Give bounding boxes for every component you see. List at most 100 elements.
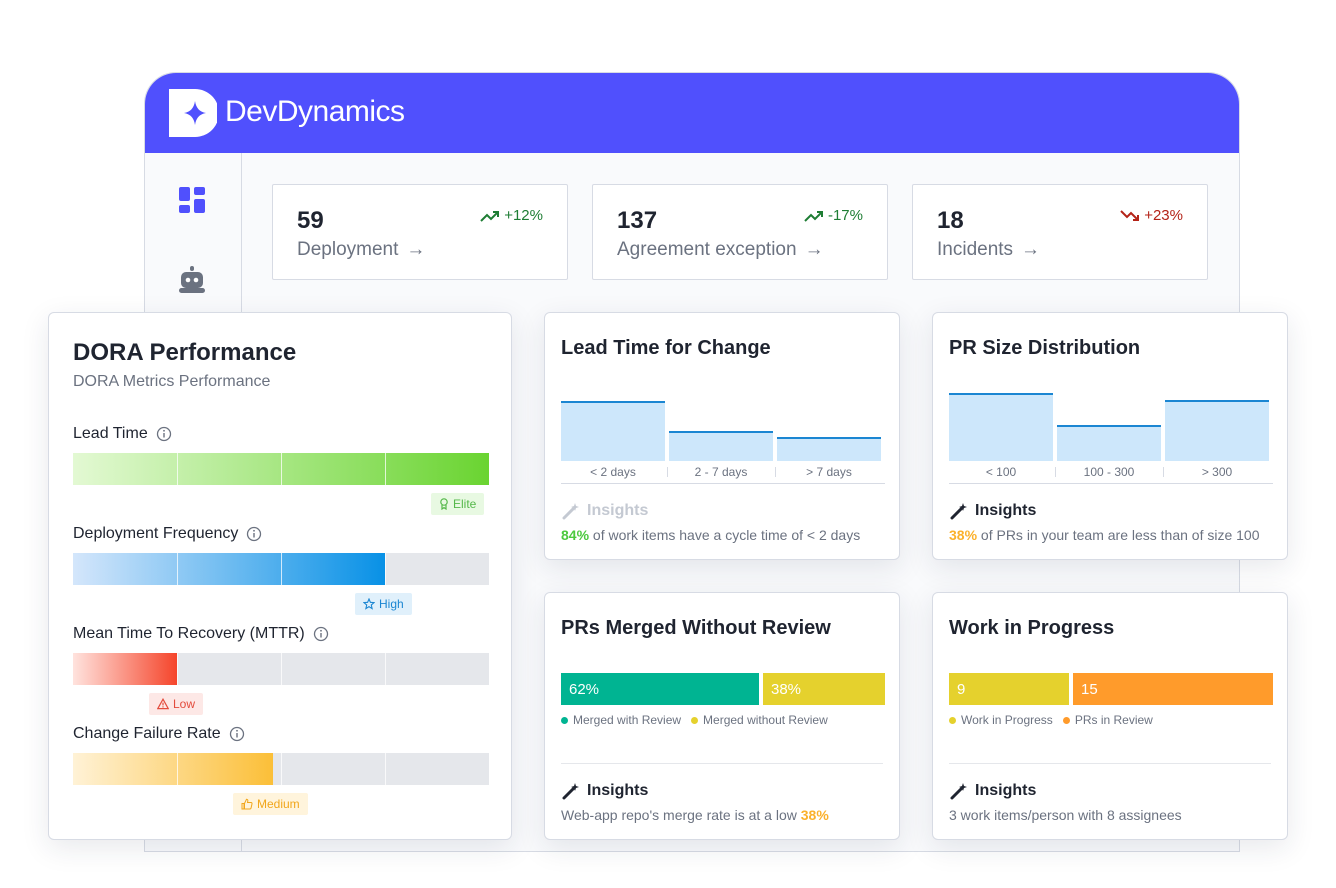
- split-bar-segment[interactable]: 38%: [763, 673, 885, 705]
- legend: Work in Progress PRs in Review: [949, 713, 1153, 727]
- stat-trend: +12%: [480, 207, 543, 224]
- bar-divider: [281, 553, 282, 585]
- bar-divider: [177, 553, 178, 585]
- dora-title: DORA Performance: [73, 339, 297, 366]
- magic-wand-icon: [562, 783, 579, 800]
- legend: Merged with Review Merged without Review: [561, 713, 828, 727]
- metric-label-text: Deployment Frequency: [73, 525, 239, 542]
- trend-down-icon: [1120, 209, 1140, 221]
- bar-divider: [385, 753, 386, 785]
- x-tick-label: < 2 days: [590, 465, 636, 479]
- legend-label: Merged without Review: [703, 713, 828, 727]
- devdynamics-logo-icon[interactable]: [169, 89, 217, 137]
- legend-item: Merged with Review: [561, 713, 681, 727]
- info-icon[interactable]: [156, 426, 172, 442]
- metric-bar: [73, 553, 489, 585]
- x-axis-line: [561, 483, 885, 484]
- chart-bar[interactable]: [777, 437, 881, 461]
- split-bar-segment[interactable]: 9: [949, 673, 1069, 705]
- tick-separator: [775, 467, 776, 477]
- bar-divider: [281, 653, 282, 685]
- insight-highlight: 38%: [800, 807, 829, 823]
- legend-dot: [949, 716, 956, 724]
- arrow-right-icon: →: [804, 239, 824, 260]
- arrow-right-icon: →: [1021, 239, 1041, 260]
- work-in-progress-card: Work in Progress Work in Progress PRs in…: [932, 592, 1288, 840]
- chart-bar[interactable]: [1165, 400, 1269, 461]
- bar-divider: [385, 653, 386, 685]
- dashboard-icon[interactable]: [177, 185, 207, 215]
- magic-wand-icon: [950, 783, 967, 800]
- insight-highlight: 84%: [561, 527, 590, 543]
- rating-badge-label: High: [379, 597, 404, 611]
- stat-label-text: Incidents: [937, 239, 1014, 260]
- stat-trend-value: +12%: [504, 207, 543, 224]
- rating-badge-label: Low: [173, 697, 196, 711]
- insight-rest: of work items have a cycle time of < 2 d…: [589, 527, 861, 543]
- stat-label[interactable]: Agreement exception →: [617, 239, 824, 261]
- insights-heading: Insights: [949, 501, 1036, 521]
- insights-title: Insights: [587, 782, 649, 799]
- magic-wand-icon: [562, 503, 579, 520]
- star-icon: [363, 598, 375, 610]
- metric-label: Lead Time: [73, 425, 172, 443]
- divider: [561, 763, 883, 764]
- legend-item: Work in Progress: [949, 713, 1053, 727]
- rating-badge: Elite: [431, 493, 485, 515]
- info-icon[interactable]: [246, 526, 262, 542]
- stat-card-agreement-exception[interactable]: 137 Agreement exception → -17%: [592, 184, 888, 280]
- tick-separator: [1055, 467, 1056, 477]
- legend-dot: [1062, 716, 1070, 724]
- stat-value: 18: [937, 207, 964, 234]
- metric-bar-fill: [73, 653, 177, 685]
- legend-dot: [691, 716, 699, 724]
- rating-badge: Low: [149, 693, 204, 715]
- stat-trend: +23%: [1120, 207, 1183, 224]
- bar-divider: [281, 453, 282, 485]
- metric-bar: [73, 753, 489, 785]
- stat-label[interactable]: Deployment →: [297, 239, 425, 261]
- dora-subtitle: DORA Metrics Performance: [73, 373, 271, 390]
- rating-badge-label: Medium: [257, 797, 300, 811]
- bot-icon[interactable]: [177, 265, 207, 295]
- x-axis-line: [949, 483, 1273, 484]
- chart-bar[interactable]: [949, 393, 1053, 461]
- stat-trend: -17%: [804, 207, 863, 224]
- split-bar-segment[interactable]: 15: [1073, 673, 1273, 705]
- legend-label: Merged with Review: [573, 713, 682, 727]
- stat-label[interactable]: Incidents →: [937, 239, 1040, 261]
- metric-label-text: Mean Time To Recovery (MTTR): [73, 625, 305, 642]
- prs-merged-card: PRs Merged Without Review Merged with Re…: [544, 592, 900, 840]
- stat-trend-value: +23%: [1144, 207, 1183, 224]
- app-header: DevDynamics: [145, 73, 1239, 153]
- chart-bar[interactable]: [669, 431, 773, 461]
- divider: [949, 763, 1271, 764]
- insight-text: 38% of PRs in your team are less than of…: [949, 527, 1260, 543]
- bar-divider: [177, 453, 178, 485]
- thumbs-up-icon: [241, 798, 253, 810]
- legend-item: Merged without Review: [691, 713, 828, 727]
- tick-separator: [667, 467, 668, 477]
- wip-title: Work in Progress: [949, 617, 1115, 639]
- metric-label: Mean Time To Recovery (MTTR): [73, 625, 329, 643]
- chart-bar[interactable]: [1057, 425, 1161, 461]
- stat-card-deployment[interactable]: 59 Deployment → +12%: [272, 184, 568, 280]
- insights-title: Insights: [587, 502, 649, 519]
- insights-title: Insights: [975, 782, 1037, 799]
- bar-divider: [385, 553, 386, 585]
- insight-highlight: 38%: [949, 527, 978, 543]
- dora-performance-card: DORA Performance DORA Metrics Performanc…: [48, 312, 512, 840]
- pr-size-title: PR Size Distribution: [949, 337, 1141, 359]
- insight-text: 3 work items/person with 8 assignees: [949, 807, 1182, 823]
- metric-bar-fill: [73, 753, 273, 785]
- chart-bar[interactable]: [561, 401, 665, 461]
- stat-label-text: Deployment: [297, 239, 399, 260]
- metric-bar: [73, 453, 489, 485]
- insights-title: Insights: [975, 502, 1037, 519]
- stat-card-incidents[interactable]: 18 Incidents → +23%: [912, 184, 1208, 280]
- bar-divider: [281, 753, 282, 785]
- info-icon[interactable]: [229, 726, 245, 742]
- split-bar-segment[interactable]: 62%: [561, 673, 759, 705]
- stat-trend-value: -17%: [827, 207, 863, 224]
- info-icon[interactable]: [313, 626, 329, 642]
